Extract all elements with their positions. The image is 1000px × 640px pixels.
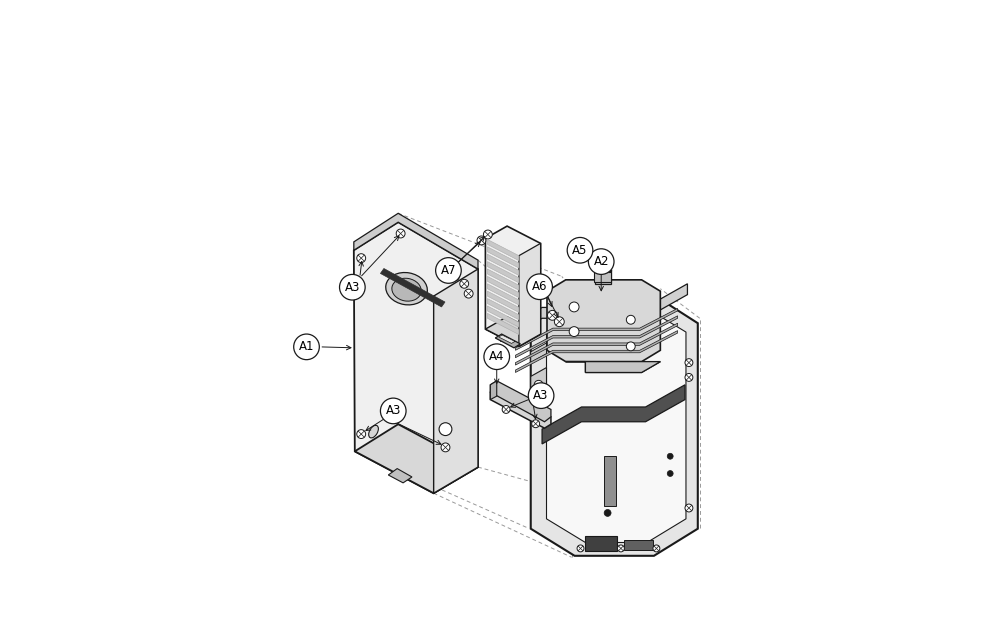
- Circle shape: [588, 249, 614, 275]
- Circle shape: [396, 229, 405, 238]
- Polygon shape: [355, 424, 478, 493]
- Polygon shape: [487, 276, 519, 298]
- Polygon shape: [604, 456, 616, 506]
- Circle shape: [464, 289, 473, 298]
- Circle shape: [554, 317, 564, 326]
- Circle shape: [528, 383, 554, 408]
- Text: A1: A1: [299, 340, 314, 353]
- Circle shape: [667, 470, 673, 476]
- Circle shape: [532, 420, 540, 428]
- Circle shape: [569, 302, 579, 312]
- Polygon shape: [434, 269, 478, 493]
- Polygon shape: [594, 273, 611, 282]
- Polygon shape: [388, 468, 412, 483]
- Polygon shape: [487, 291, 519, 312]
- Polygon shape: [354, 222, 478, 493]
- Polygon shape: [490, 381, 551, 422]
- Circle shape: [527, 274, 552, 300]
- Polygon shape: [487, 254, 519, 275]
- Circle shape: [685, 358, 693, 367]
- Circle shape: [577, 545, 584, 552]
- Polygon shape: [542, 385, 685, 444]
- Polygon shape: [547, 308, 686, 543]
- Polygon shape: [487, 239, 519, 260]
- Polygon shape: [531, 343, 547, 363]
- Polygon shape: [515, 331, 678, 372]
- Circle shape: [436, 258, 461, 284]
- Polygon shape: [566, 362, 660, 372]
- Circle shape: [294, 334, 319, 360]
- Circle shape: [439, 423, 452, 436]
- Circle shape: [626, 316, 635, 324]
- Polygon shape: [485, 317, 541, 346]
- Circle shape: [534, 380, 543, 389]
- Text: A6: A6: [532, 280, 547, 293]
- Polygon shape: [487, 306, 519, 327]
- Polygon shape: [380, 269, 445, 307]
- Circle shape: [685, 504, 693, 512]
- Text: A3: A3: [533, 389, 549, 402]
- Circle shape: [460, 279, 469, 288]
- Circle shape: [380, 398, 406, 424]
- Text: A4: A4: [489, 350, 504, 364]
- Polygon shape: [490, 388, 551, 428]
- Circle shape: [567, 237, 593, 263]
- Polygon shape: [487, 314, 519, 335]
- Circle shape: [547, 310, 557, 320]
- Ellipse shape: [386, 273, 427, 305]
- Circle shape: [502, 406, 510, 413]
- Circle shape: [340, 275, 365, 300]
- Ellipse shape: [392, 278, 421, 301]
- Polygon shape: [515, 308, 678, 350]
- Text: A3: A3: [345, 281, 360, 294]
- Polygon shape: [519, 243, 541, 346]
- Circle shape: [569, 326, 579, 337]
- Polygon shape: [490, 381, 497, 399]
- Polygon shape: [515, 323, 678, 365]
- Polygon shape: [595, 269, 611, 284]
- Polygon shape: [499, 335, 515, 344]
- Polygon shape: [585, 362, 660, 372]
- Text: A3: A3: [386, 404, 401, 417]
- Polygon shape: [515, 316, 678, 358]
- Circle shape: [484, 344, 510, 369]
- Polygon shape: [624, 540, 653, 550]
- Ellipse shape: [369, 426, 378, 438]
- Circle shape: [357, 429, 366, 438]
- Circle shape: [604, 509, 611, 516]
- Text: A5: A5: [572, 244, 588, 257]
- Text: A7: A7: [441, 264, 456, 277]
- Circle shape: [685, 374, 693, 381]
- Circle shape: [667, 453, 673, 460]
- Polygon shape: [487, 269, 519, 290]
- Polygon shape: [487, 247, 519, 268]
- Circle shape: [626, 342, 635, 351]
- Polygon shape: [531, 295, 698, 556]
- Polygon shape: [585, 536, 617, 551]
- Polygon shape: [501, 284, 687, 341]
- Polygon shape: [531, 367, 547, 402]
- Polygon shape: [495, 334, 520, 348]
- Polygon shape: [354, 213, 478, 269]
- Polygon shape: [547, 280, 660, 362]
- Circle shape: [617, 545, 624, 552]
- Circle shape: [450, 272, 459, 281]
- Text: A2: A2: [593, 255, 609, 268]
- Circle shape: [477, 236, 486, 245]
- Circle shape: [357, 253, 366, 262]
- Polygon shape: [485, 226, 541, 346]
- Circle shape: [483, 230, 492, 239]
- Polygon shape: [487, 284, 519, 305]
- Circle shape: [441, 443, 450, 452]
- Polygon shape: [487, 262, 519, 283]
- Polygon shape: [487, 298, 519, 320]
- Circle shape: [653, 545, 660, 552]
